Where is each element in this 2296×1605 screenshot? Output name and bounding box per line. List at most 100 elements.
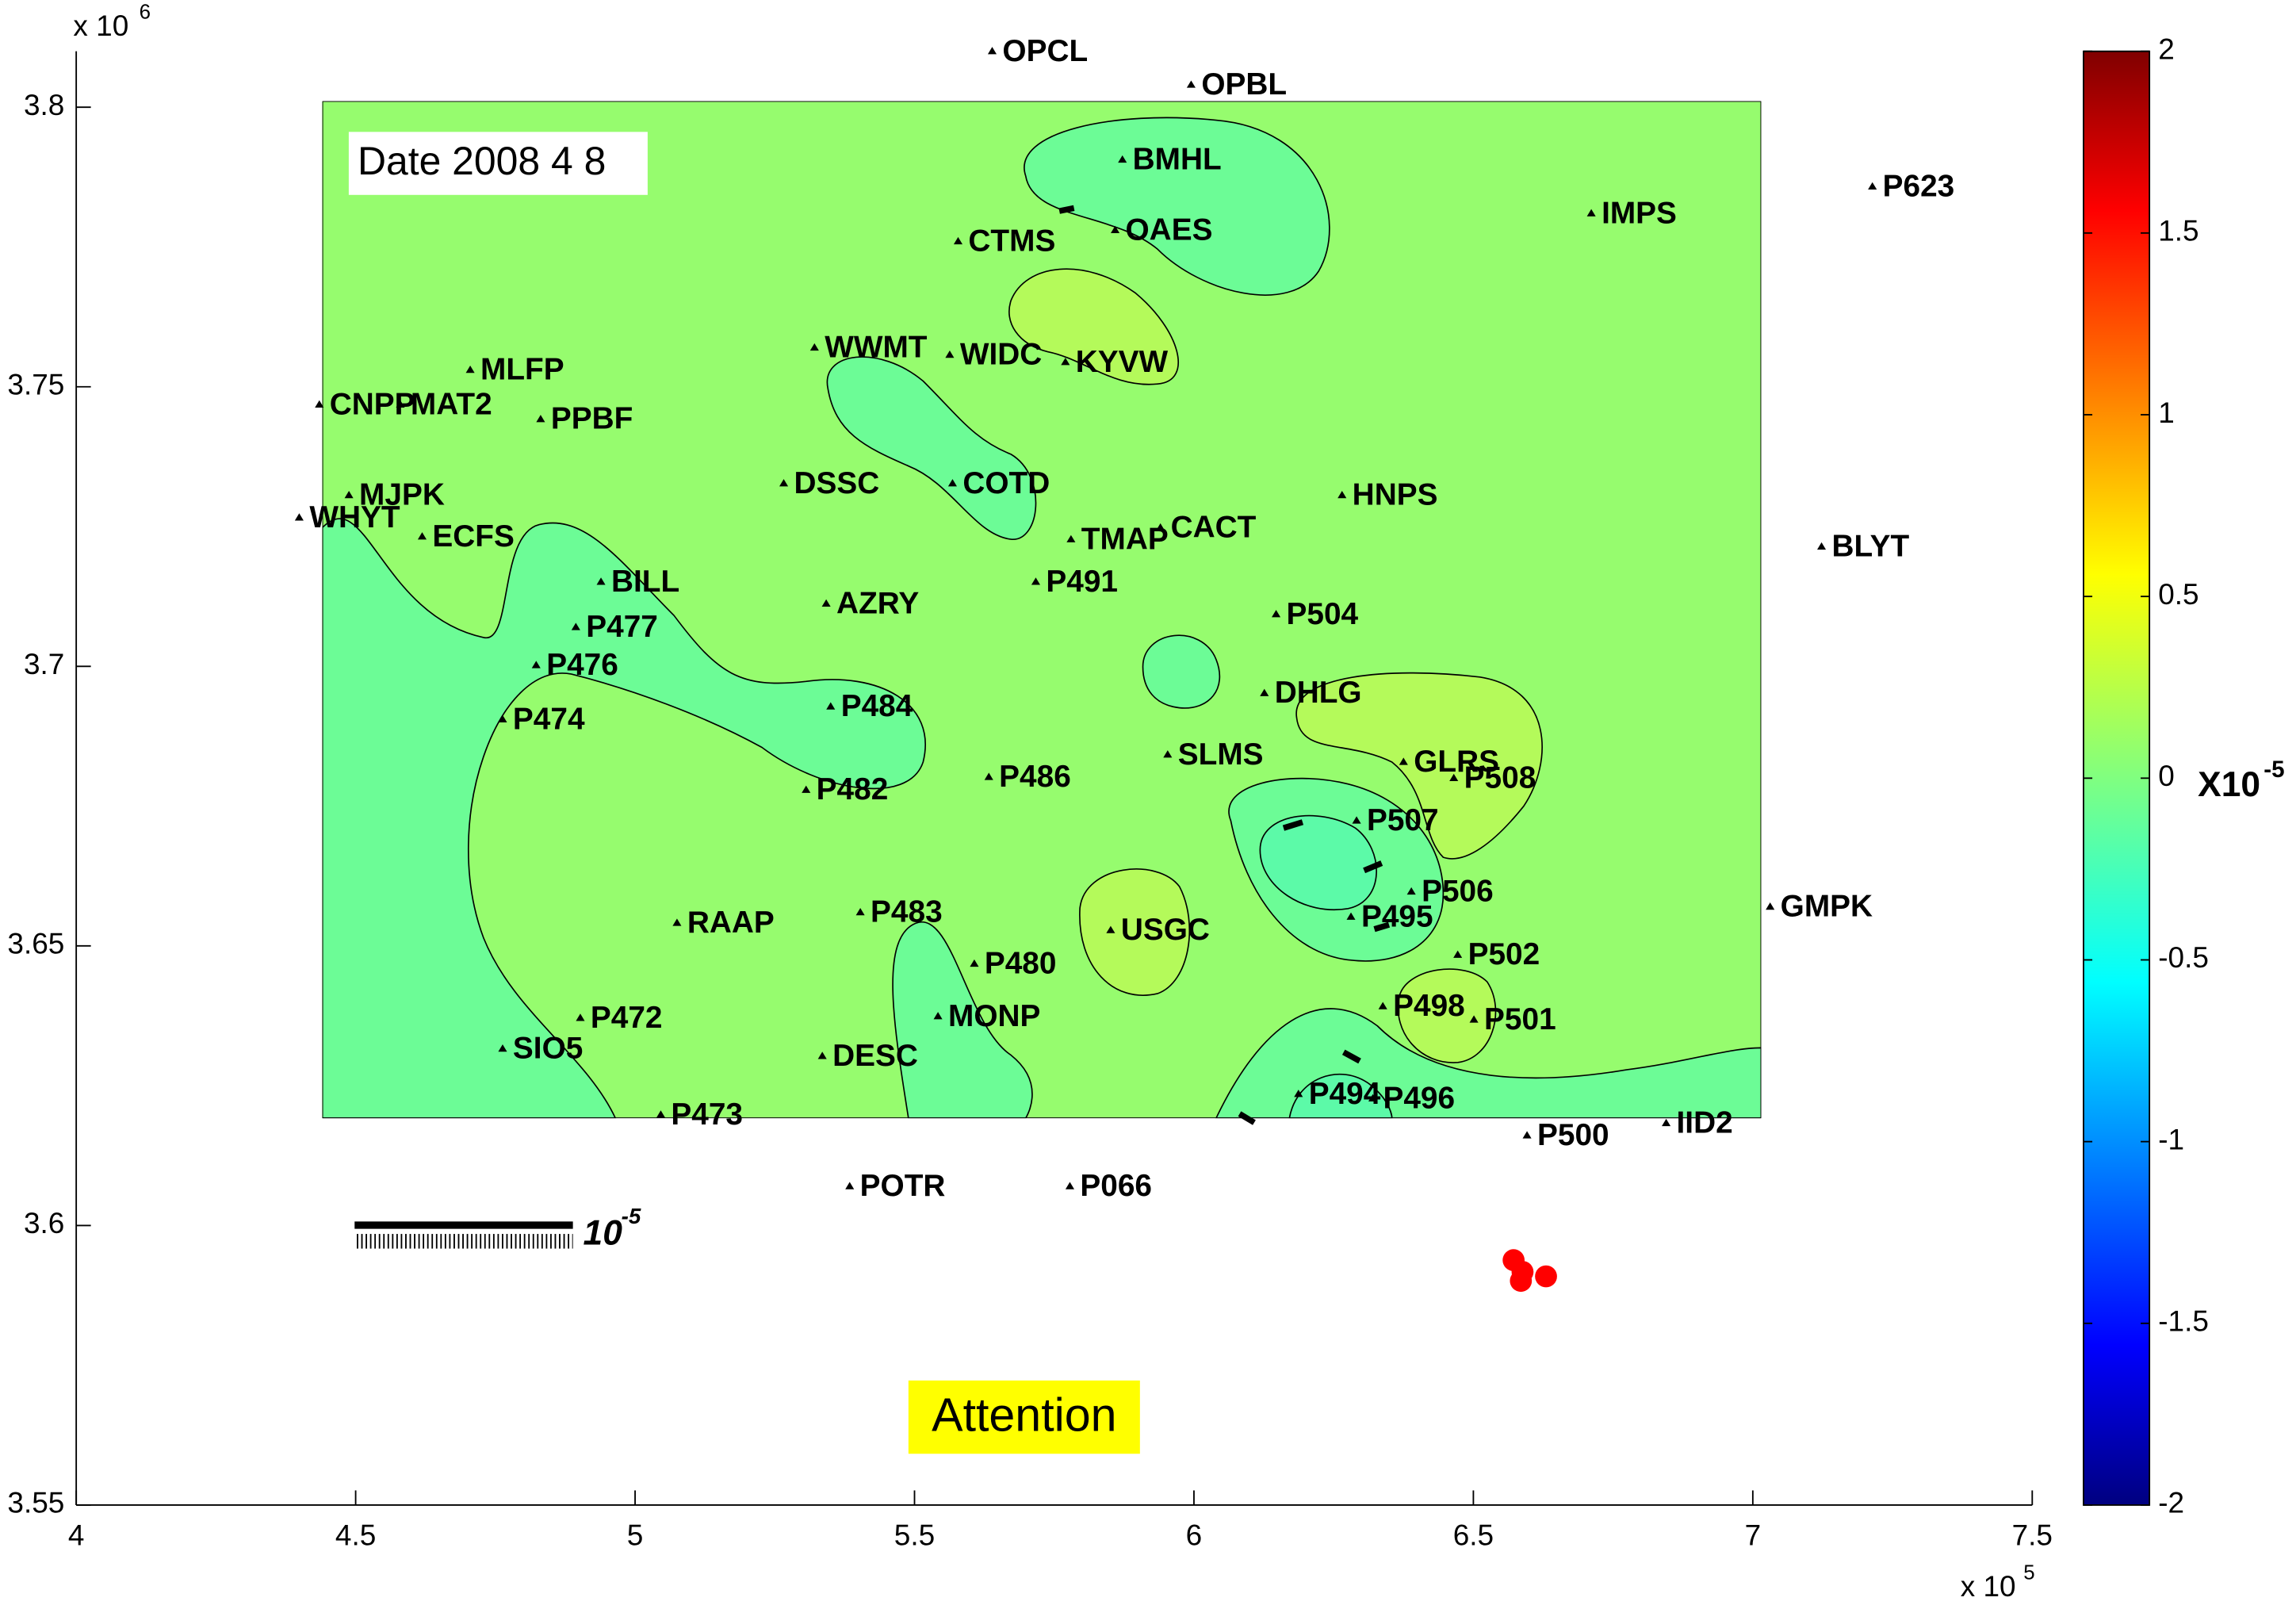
- y-tick-label: 3.75: [7, 369, 64, 401]
- station-marker: [1586, 209, 1596, 216]
- contour-low: [826, 356, 1037, 540]
- station-marker: [1294, 1090, 1303, 1097]
- station-marker: [1186, 80, 1196, 88]
- station-marker: [1118, 155, 1127, 163]
- station-label: CACT: [1171, 511, 1257, 545]
- station-marker: [802, 785, 811, 793]
- station-label: WHYT: [309, 500, 400, 534]
- scale-exponent: -5: [622, 1204, 641, 1228]
- y-tick-label: 3.65: [7, 928, 64, 960]
- station-label: POTR: [860, 1169, 946, 1203]
- station-marker: [953, 236, 963, 245]
- station-marker: [396, 400, 405, 408]
- station-label: P477: [586, 610, 658, 644]
- contour-low: [1288, 1073, 1393, 1119]
- colorbar-tick-label: 1: [2158, 396, 2175, 429]
- strain-bar: [1341, 1049, 1361, 1064]
- station-marker: [1066, 534, 1076, 542]
- station-marker: [596, 577, 606, 585]
- colorbar-label: X10: [2198, 765, 2260, 804]
- station-label: MONP: [948, 999, 1040, 1033]
- contour-low: [322, 518, 926, 1119]
- station-label: MAT2: [411, 387, 492, 421]
- station-label: P483: [871, 895, 943, 929]
- station-marker: [498, 714, 507, 722]
- station-marker: [1453, 950, 1463, 958]
- strain-bar: [1058, 205, 1075, 214]
- station-label: P623: [1883, 169, 1955, 203]
- x-tick-label: 5.5: [894, 1519, 935, 1551]
- station-marker: [576, 1013, 585, 1021]
- station-marker: [1111, 225, 1120, 234]
- station-label: BMHL: [1133, 143, 1222, 177]
- y-tick-label: 3.7: [24, 648, 64, 680]
- strain-markers: [1058, 205, 1391, 1125]
- station-marker: [465, 366, 475, 373]
- station-label: P476: [546, 648, 618, 682]
- colorbar-tick-label: -1: [2158, 1123, 2184, 1155]
- station-label: IMPS: [1601, 196, 1677, 230]
- station-marker: [1156, 523, 1165, 531]
- date-label: Date 2008 4 8: [358, 139, 606, 183]
- station-label: DHLG: [1275, 676, 1362, 710]
- station-marker: [1406, 887, 1416, 895]
- station-marker: [672, 918, 682, 926]
- colorbar-tick-label: -0.5: [2158, 941, 2209, 974]
- station-label: GLRS: [1414, 745, 1499, 779]
- x-tick-label: 7.5: [2012, 1519, 2053, 1551]
- station-label: MJPK: [359, 478, 445, 512]
- x-tick-label: 6.5: [1453, 1519, 1494, 1551]
- station-label: ECFS: [432, 519, 514, 554]
- colorbar-tick-label: -1.5: [2158, 1305, 2209, 1338]
- station-label: P507: [1367, 803, 1439, 837]
- station-label: TMAP: [1081, 522, 1169, 556]
- station-label: P484: [841, 689, 913, 723]
- station-label: HNPS: [1353, 478, 1438, 512]
- station-marker: [817, 1051, 827, 1059]
- station-marker: [1868, 182, 1877, 190]
- station-label: P494: [1309, 1077, 1381, 1111]
- event-dot: [1535, 1265, 1557, 1288]
- x-tick-label: 4: [68, 1519, 85, 1551]
- station-marker: [945, 350, 955, 358]
- station-marker: [1662, 1118, 1671, 1127]
- station-label: P504: [1287, 597, 1359, 631]
- station-marker: [417, 532, 427, 540]
- station-label: P508: [1464, 760, 1536, 795]
- station-marker: [1449, 773, 1459, 782]
- station-label: P486: [999, 760, 1071, 794]
- station-marker: [1346, 912, 1356, 920]
- station-label: IID2: [1677, 1105, 1733, 1140]
- station-label: MLFP: [480, 353, 564, 387]
- station-marker: [987, 47, 997, 55]
- station-marker: [1368, 1094, 1378, 1102]
- contour-high: [1008, 268, 1179, 385]
- y-tick-label: 3.6: [24, 1207, 64, 1239]
- station-marker: [656, 1110, 666, 1118]
- station-label: DESC: [832, 1039, 918, 1073]
- x-exponent: 5: [2023, 1562, 2034, 1584]
- strain-bar: [1238, 1111, 1256, 1125]
- station-label: WWMT: [825, 330, 928, 364]
- strain-bar: [1373, 921, 1391, 933]
- contour-low: [892, 921, 1033, 1119]
- y-tick-label: 3.55: [7, 1487, 64, 1519]
- station-label: P473: [671, 1097, 743, 1132]
- station-marker: [826, 702, 836, 710]
- station-label: DSSC: [794, 466, 879, 500]
- station-marker: [1522, 1131, 1532, 1139]
- station-marker: [1272, 610, 1281, 618]
- colorbar-exponent: -5: [2263, 757, 2284, 783]
- strain-bar: [1282, 819, 1304, 831]
- station-marker: [1163, 750, 1173, 758]
- station-label: CTMS: [968, 224, 1055, 259]
- station-marker: [947, 479, 957, 487]
- station-marker: [1378, 1002, 1387, 1009]
- station-marker: [294, 513, 304, 521]
- strain-bar: [1363, 860, 1383, 874]
- station-label: P502: [1468, 937, 1540, 971]
- colorbar-tick-label: 0.5: [2158, 578, 2198, 611]
- station-marker: [933, 1012, 943, 1020]
- contour-high: [1295, 672, 1543, 860]
